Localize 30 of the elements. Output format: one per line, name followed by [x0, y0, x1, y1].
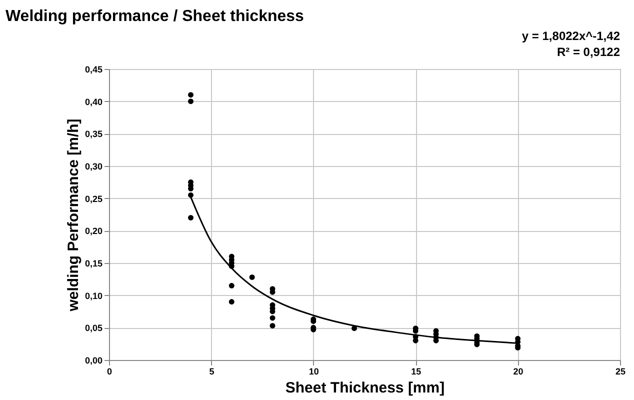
point — [188, 192, 194, 198]
x-tick-label: 15 — [411, 366, 422, 376]
point — [228, 282, 234, 288]
y-tick-label: 0,45 — [84, 64, 102, 74]
y-tick-label: 0,35 — [84, 129, 102, 140]
y-tick-label: 0,10 — [84, 290, 102, 301]
point — [249, 274, 255, 280]
point — [188, 92, 194, 98]
point — [270, 315, 276, 321]
text: R² = 0,9122 — [556, 45, 620, 59]
text: y = 1,8022x^-1,42 — [522, 29, 620, 43]
y-tick-label: 0,00 — [84, 356, 102, 366]
x-tick-label: 10 — [308, 366, 319, 376]
x-axis-title: Sheet Thickness [mm] — [285, 380, 445, 396]
x-tick-label: 5 — [209, 366, 214, 376]
y-tick-label: 0,05 — [84, 323, 102, 334]
x-tick-label: 0 — [106, 366, 112, 376]
x-tick-label: 20 — [513, 366, 524, 376]
y-axis-title: welding Performance [m/h] — [64, 118, 82, 312]
y-tick-label: 0,40 — [84, 96, 102, 107]
point — [228, 299, 234, 305]
chart-title: Welding performance / Sheet thickness — [5, 8, 304, 25]
y-tick-label: 0,15 — [84, 258, 102, 268]
x-tick-label: 25 — [615, 366, 626, 376]
point — [270, 322, 276, 328]
point — [188, 215, 194, 220]
point — [188, 98, 194, 104]
y-tick-label: 0,20 — [84, 226, 102, 236]
y-tick-label: 0,25 — [84, 194, 102, 204]
y-tick-label: 0,30 — [84, 162, 102, 172]
